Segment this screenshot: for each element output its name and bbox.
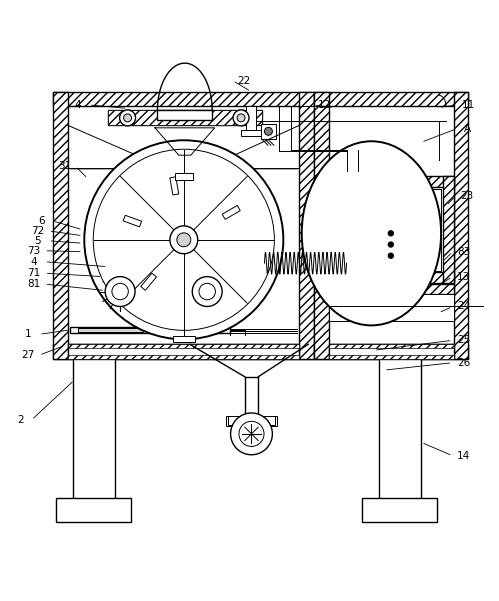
Text: 31: 31: [58, 161, 71, 171]
Bar: [78, 328, 143, 332]
Circle shape: [388, 242, 393, 247]
Bar: [314, 91, 469, 106]
Bar: [329, 355, 454, 359]
Bar: [345, 176, 454, 187]
Circle shape: [388, 253, 393, 258]
Bar: [345, 272, 454, 283]
Bar: [379, 358, 421, 499]
Bar: [357, 189, 441, 270]
Bar: [222, 206, 240, 219]
Text: 1: 1: [25, 329, 31, 340]
Circle shape: [233, 110, 249, 126]
Text: 5: 5: [34, 236, 41, 246]
Bar: [68, 355, 299, 359]
Bar: [329, 284, 454, 294]
Bar: [386, 191, 421, 266]
Bar: [170, 177, 179, 195]
Circle shape: [112, 283, 128, 300]
Bar: [68, 344, 299, 348]
Bar: [345, 176, 454, 187]
Circle shape: [177, 233, 191, 247]
Circle shape: [105, 276, 135, 307]
Text: 12: 12: [317, 100, 331, 110]
Bar: [329, 284, 454, 294]
Bar: [53, 344, 314, 359]
Bar: [299, 91, 314, 359]
Text: 73: 73: [27, 246, 40, 256]
Circle shape: [120, 110, 136, 126]
Circle shape: [388, 231, 393, 236]
Text: 25: 25: [457, 335, 470, 346]
Bar: [443, 176, 454, 283]
Circle shape: [264, 127, 272, 135]
Bar: [53, 91, 68, 359]
Bar: [345, 176, 356, 283]
Text: 14: 14: [457, 451, 470, 461]
Bar: [314, 91, 329, 359]
Bar: [345, 176, 356, 283]
Bar: [68, 344, 299, 359]
Bar: [246, 106, 256, 130]
Bar: [141, 273, 157, 290]
Circle shape: [237, 114, 245, 122]
Bar: [175, 173, 193, 180]
Bar: [56, 498, 131, 522]
Text: 27: 27: [21, 350, 35, 360]
Circle shape: [192, 276, 222, 307]
Bar: [443, 176, 454, 283]
Ellipse shape: [302, 141, 441, 325]
Bar: [158, 111, 212, 120]
Text: 11: 11: [462, 100, 475, 110]
Bar: [314, 91, 469, 106]
Bar: [314, 344, 469, 359]
Circle shape: [231, 413, 272, 455]
Bar: [53, 91, 314, 106]
Bar: [329, 344, 454, 348]
Circle shape: [93, 149, 274, 331]
Bar: [454, 91, 469, 359]
Bar: [53, 91, 68, 359]
Text: 23: 23: [460, 191, 473, 201]
Bar: [329, 294, 454, 322]
Circle shape: [239, 421, 264, 447]
Text: 13: 13: [457, 272, 470, 282]
Bar: [123, 215, 142, 227]
Text: 24: 24: [457, 302, 470, 311]
Text: 4: 4: [74, 100, 81, 110]
Text: A: A: [464, 124, 471, 134]
Bar: [204, 278, 218, 296]
Bar: [314, 91, 329, 359]
Circle shape: [84, 140, 283, 340]
Bar: [73, 358, 115, 499]
Circle shape: [124, 114, 132, 122]
Bar: [228, 416, 275, 426]
Bar: [314, 344, 469, 359]
Text: 81: 81: [27, 279, 40, 289]
Text: 6: 6: [38, 216, 45, 226]
Bar: [70, 327, 230, 333]
Bar: [53, 91, 314, 106]
Text: 22: 22: [237, 76, 250, 85]
Text: 4: 4: [30, 257, 37, 267]
Bar: [173, 336, 195, 342]
Text: 71: 71: [27, 268, 40, 278]
Bar: [241, 130, 261, 136]
Text: 72: 72: [31, 226, 44, 236]
Text: 83: 83: [457, 247, 470, 257]
Text: 2: 2: [17, 415, 24, 425]
Circle shape: [199, 283, 216, 300]
Bar: [362, 498, 437, 522]
Bar: [329, 344, 454, 359]
Bar: [261, 124, 276, 139]
Bar: [108, 111, 262, 126]
Bar: [108, 111, 262, 126]
Bar: [53, 344, 314, 359]
Bar: [360, 191, 384, 268]
Bar: [299, 91, 314, 359]
Bar: [454, 91, 469, 359]
Circle shape: [170, 226, 198, 254]
Text: 26: 26: [457, 358, 470, 368]
Bar: [226, 416, 277, 426]
Bar: [345, 272, 454, 283]
